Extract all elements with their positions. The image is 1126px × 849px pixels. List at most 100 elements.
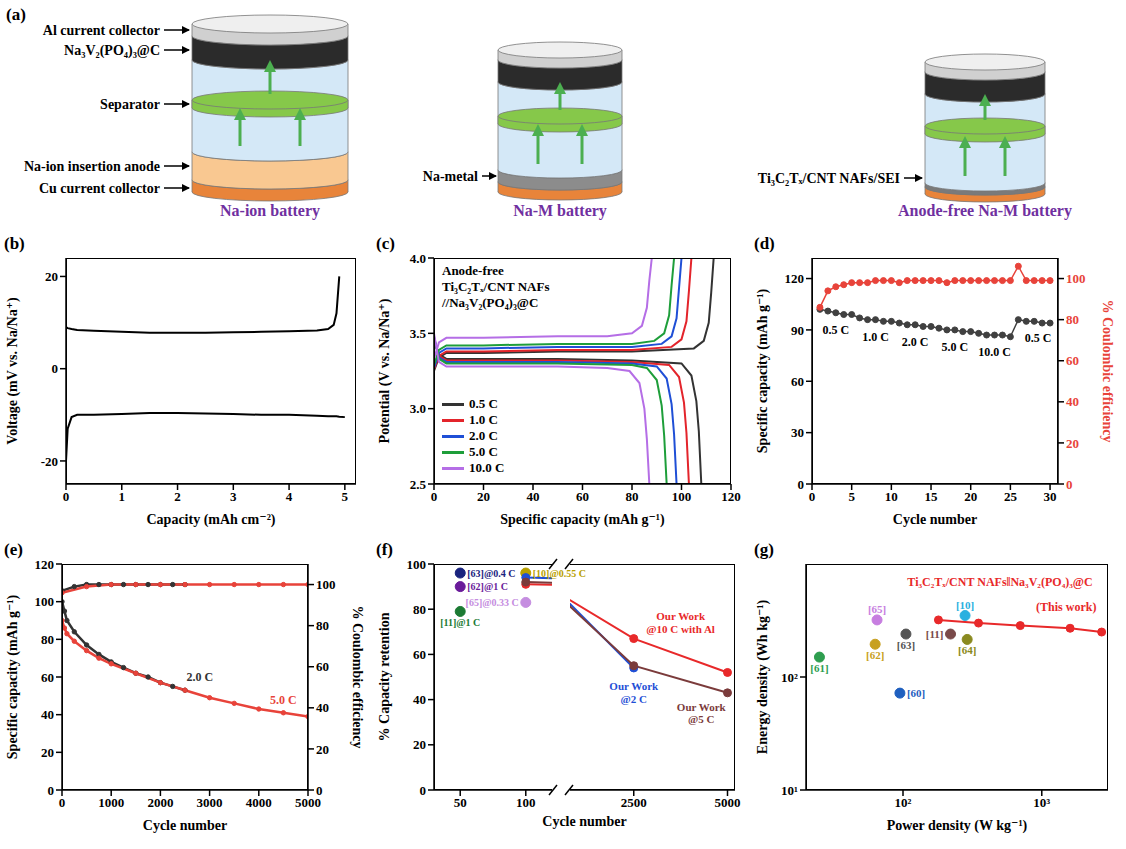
svg-text:15: 15: [925, 489, 939, 504]
svg-text:Na₃V₂(PO₄)₃@C: Na₃V₂(PO₄)₃@C: [64, 43, 160, 59]
svg-text:40: 40: [41, 707, 54, 722]
svg-text:100: 100: [407, 557, 427, 572]
svg-text:Potential (V vs. Na/Na⁺): Potential (V vs. Na/Na⁺): [377, 298, 393, 443]
svg-text:10³: 10³: [1033, 795, 1050, 810]
svg-text:2000: 2000: [147, 795, 173, 810]
svg-text:1: 1: [119, 489, 126, 504]
svg-text:[11]: [11]: [926, 628, 944, 640]
svg-text:60: 60: [413, 647, 426, 662]
svg-text:5: 5: [342, 489, 349, 504]
svg-text:60: 60: [791, 374, 804, 389]
svg-text:10²: 10²: [895, 795, 912, 810]
svg-text:Al current collector: Al current collector: [43, 23, 160, 38]
svg-text:-20: -20: [41, 454, 58, 469]
svg-text:20: 20: [964, 489, 977, 504]
svg-text:[61]: [61]: [810, 662, 828, 674]
svg-text:Specific capacity (mAh g⁻¹): Specific capacity (mAh g⁻¹): [5, 594, 21, 759]
svg-text:[10]: [10]: [956, 599, 974, 611]
svg-text:0: 0: [431, 489, 438, 504]
svg-text:10²: 10²: [781, 670, 798, 685]
svg-text:2.0 C: 2.0 C: [186, 670, 213, 684]
svg-text:5.0 C: 5.0 C: [942, 340, 969, 354]
svg-text:% Coulombic efficiency: % Coulombic efficiency: [1100, 299, 1115, 442]
svg-text:0: 0: [63, 489, 70, 504]
svg-text:2.5: 2.5: [410, 477, 427, 492]
svg-text:2.0 C: 2.0 C: [902, 335, 929, 349]
svg-text:0: 0: [809, 489, 816, 504]
svg-text:40: 40: [527, 489, 540, 504]
svg-text:5: 5: [848, 489, 855, 504]
svg-text:% Coulombic efficiency: % Coulombic efficiency: [350, 605, 365, 748]
svg-text:60: 60: [576, 489, 589, 504]
svg-text:Power density (W kg⁻¹): Power density (W kg⁻¹): [887, 818, 1028, 834]
svg-text:[64]: [64]: [958, 644, 976, 656]
svg-text:Cycle number: Cycle number: [893, 512, 977, 527]
svg-text:0: 0: [52, 361, 59, 376]
svg-text:50: 50: [454, 795, 467, 810]
svg-text:[65]@0.33 C: [65]@0.33 C: [466, 597, 519, 608]
svg-text:0: 0: [59, 795, 66, 810]
svg-text:(This work): (This work): [1036, 600, 1096, 614]
svg-text:Energy density (Wh kg⁻¹): Energy density (Wh kg⁻¹): [755, 600, 771, 755]
svg-text:Na-ion battery: Na-ion battery: [220, 202, 320, 220]
svg-text:60: 60: [1066, 353, 1079, 368]
svg-text:20: 20: [45, 269, 58, 284]
svg-text:10¹: 10¹: [781, 783, 798, 798]
svg-text:20: 20: [41, 745, 54, 760]
svg-text:3.0: 3.0: [410, 401, 426, 416]
svg-text:0: 0: [420, 783, 427, 798]
svg-text:3.5: 3.5: [410, 326, 427, 341]
svg-text:Specific capacity (mAh g⁻¹): Specific capacity (mAh g⁻¹): [755, 288, 771, 453]
svg-text:Our Work@5 C: Our Work@5 C: [677, 701, 727, 726]
svg-text:[10]@0.55 C: [10]@0.55 C: [533, 568, 586, 579]
svg-text:60: 60: [41, 670, 54, 685]
svg-text:[60]: [60]: [907, 687, 925, 699]
svg-text:Cu current collector: Cu current collector: [39, 181, 160, 196]
svg-text:120: 120: [785, 271, 805, 286]
svg-text:4: 4: [286, 489, 293, 504]
svg-text:40: 40: [316, 700, 329, 715]
svg-text:80: 80: [41, 632, 54, 647]
svg-text:3000: 3000: [197, 795, 223, 810]
svg-text:20: 20: [477, 489, 490, 504]
svg-text:0: 0: [798, 477, 805, 492]
svg-text:[62]: [62]: [866, 649, 884, 661]
svg-text:80: 80: [626, 489, 639, 504]
svg-text:30: 30: [791, 425, 804, 440]
svg-text:90: 90: [791, 323, 804, 338]
svg-text:[63]: [63]: [897, 639, 915, 651]
svg-text:80: 80: [316, 618, 329, 633]
svg-text:Na-M battery: Na-M battery: [513, 202, 607, 220]
svg-text:100: 100: [35, 594, 55, 609]
svg-text:0: 0: [1066, 477, 1073, 492]
svg-text:(a): (a): [6, 5, 26, 24]
svg-text:Na-metal: Na-metal: [423, 169, 478, 184]
svg-text:20: 20: [316, 742, 329, 757]
svg-text:Our Work@10 C with Al: Our Work@10 C with Al: [646, 610, 715, 635]
svg-text:25: 25: [1004, 489, 1018, 504]
svg-text:Separator: Separator: [100, 97, 160, 112]
svg-text:[11]@1 C: [11]@1 C: [440, 617, 480, 628]
svg-text:4.0: 4.0: [410, 251, 426, 266]
svg-text:4000: 4000: [246, 795, 272, 810]
svg-text:20: 20: [1066, 436, 1079, 451]
svg-text:80: 80: [1066, 312, 1079, 327]
svg-text:Na-ion insertion anode: Na-ion insertion anode: [24, 159, 160, 174]
svg-text:100: 100: [1066, 271, 1086, 286]
svg-text:2500: 2500: [621, 795, 647, 810]
svg-text:0: 0: [48, 783, 55, 798]
svg-text:120: 120: [721, 489, 741, 504]
svg-text:40: 40: [413, 692, 426, 707]
svg-text:10: 10: [885, 489, 898, 504]
svg-text:30: 30: [1044, 489, 1057, 504]
svg-text:100: 100: [672, 489, 692, 504]
svg-text:2: 2: [174, 489, 181, 504]
svg-text:1000: 1000: [98, 795, 124, 810]
svg-text:100: 100: [316, 577, 336, 592]
svg-text:100: 100: [516, 795, 536, 810]
svg-text:Voltage (mV vs. Na/Na⁺): Voltage (mV vs. Na/Na⁺): [5, 297, 21, 445]
svg-text:Ti₃C₂Tₓ/CNT NAFs/SEI: Ti₃C₂Tₓ/CNT NAFs/SEI: [758, 171, 900, 186]
svg-text:40: 40: [1066, 394, 1079, 409]
svg-text:80: 80: [413, 602, 426, 617]
svg-text:20: 20: [413, 737, 426, 752]
